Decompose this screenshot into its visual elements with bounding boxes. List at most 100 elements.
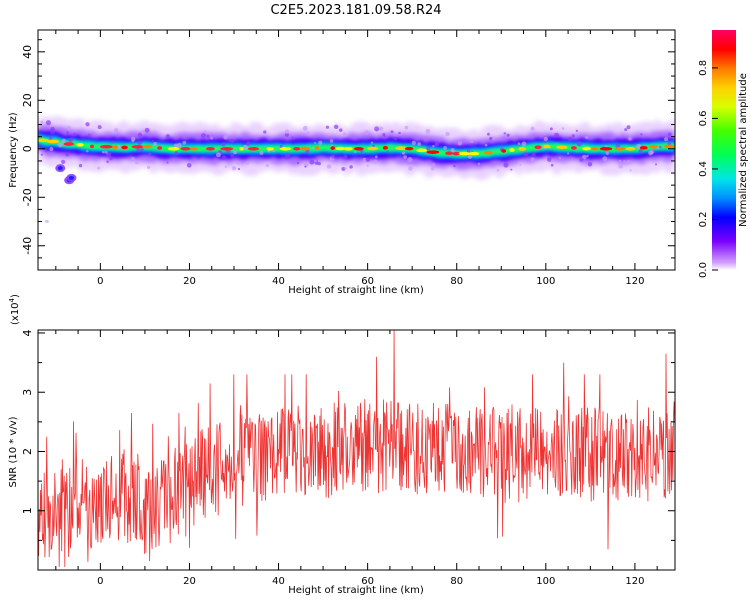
spectrogram-noise (331, 154, 336, 159)
spectrogram-noise (318, 140, 323, 145)
spectrogram-peak (639, 146, 648, 150)
spectrogram-noise (317, 161, 321, 166)
spectrogram-noise (216, 152, 221, 158)
spectrogram-noise (378, 126, 384, 131)
spectrogram-noise (586, 154, 589, 158)
spectrogram-noise (430, 166, 435, 171)
spectrogram-noise (370, 141, 374, 144)
spectrogram-noise (344, 167, 347, 170)
snr-y-label: SNR (10 * v/v) (8, 416, 19, 487)
spectrogram-noise (432, 144, 435, 148)
spectrogram-noise (530, 126, 535, 131)
spectrogram-noise (578, 157, 584, 162)
spectrogram-noise (404, 125, 409, 130)
spectrogram-noise (602, 156, 608, 162)
spectrogram-noise (224, 165, 227, 168)
spectrogram-peak (299, 146, 310, 151)
snr-x-tick-label: 40 (272, 576, 285, 587)
spectrogram-noise (302, 126, 308, 131)
snr-x-label: Height of straight line (km) (288, 585, 424, 596)
spectrogram-peak (556, 145, 568, 150)
spectrogram-peak (112, 145, 119, 149)
spectrogram-noise (279, 144, 283, 149)
spectrogram-noise (165, 134, 171, 139)
colorbar-tick-label: 0.0 (698, 262, 709, 278)
spectrogram-noise (532, 152, 536, 157)
spectrogram-noise (304, 165, 307, 168)
spectrogram-noise (221, 142, 226, 147)
spectrogram-noise (61, 159, 66, 164)
spectrogram-noise (147, 152, 152, 156)
spectrogram-noise (140, 147, 144, 152)
spectrogram-noise (66, 131, 70, 135)
spectrogram-outlier (44, 220, 49, 224)
spectrogram-noise (431, 163, 436, 167)
spectrogram-noise (246, 141, 251, 146)
spectrogram-noise (469, 142, 474, 146)
colorbar-tick-label: 0.2 (698, 212, 709, 228)
spectrogram-panel: 0 20 40 60 80 100 120 -40 -20 0 20 40 Height of str… (8, 29, 676, 296)
spectrogram-peak (247, 146, 259, 151)
spectrogram-peak (445, 151, 454, 156)
spectrogram-noise (618, 164, 623, 169)
spectrogram-noise (503, 132, 506, 135)
spectrogram-noise (382, 133, 386, 137)
spectrogram-noise (496, 168, 500, 172)
spectrogram-noise (136, 148, 141, 153)
spectrogram-peak (664, 144, 675, 149)
spectrogram-noise (503, 162, 509, 168)
spectrogram-noise (342, 132, 347, 137)
spectrogram-peak (90, 144, 95, 149)
spectrogram-peak (582, 146, 591, 151)
spectrogram-peak (534, 145, 542, 150)
spectrogram-noise (510, 168, 513, 171)
spectrogram-peak (543, 144, 551, 149)
spectrogram-peak (343, 146, 353, 151)
spectrogram-peak (509, 148, 515, 152)
spectrogram-band-5 (38, 137, 675, 156)
spectrogram-noise (104, 150, 108, 154)
spectrogram-noise (354, 150, 357, 154)
spectrogram-noise (130, 157, 135, 162)
spectrogram-noise (640, 133, 643, 136)
spectrogram-noise (174, 151, 179, 155)
spectrogram-axes: 0 20 40 60 80 100 120 -40 -20 0 20 40 (21, 30, 675, 287)
spectrogram-outlier-core (68, 175, 74, 180)
spectrogram-noise (453, 164, 456, 168)
colorbar-tick-label: 0.8 (698, 60, 709, 76)
spectrogram-noise (457, 140, 463, 146)
spectrogram-noise (221, 155, 227, 161)
spectrogram-peak (220, 146, 234, 151)
spectrogram-noise (585, 135, 589, 139)
spectrogram-noise (40, 153, 44, 156)
spectrogram-noise (517, 142, 521, 145)
spectrogram-noise (49, 128, 55, 135)
spectrogram-noise (401, 151, 406, 155)
colorbar-tick-label: 0.6 (698, 110, 709, 126)
spectrogram-noise (629, 169, 632, 172)
spectrogram-x-tick-label: 100 (536, 276, 555, 287)
spectrogram-noise (403, 155, 408, 159)
colorbar-tick-label: 0.4 (698, 161, 709, 177)
spectrogram-x-tick-label: 80 (450, 276, 463, 287)
spectrogram-noise (360, 149, 364, 153)
spectrogram-peak (649, 144, 658, 149)
spectrogram-noise (49, 147, 54, 151)
spectrogram-y-tick-label: -20 (21, 188, 34, 206)
spectrogram-noise (467, 154, 473, 159)
spectrogram-noise (97, 125, 102, 130)
snr-x-tick-label: 120 (625, 576, 644, 587)
spectrogram-noise (624, 128, 628, 132)
spectrogram-noise (489, 137, 493, 141)
spectrogram-outlier-core (57, 166, 63, 171)
spectrogram-noise (263, 130, 267, 134)
spectrogram-noise (521, 141, 527, 147)
spectrogram-peak (157, 146, 163, 150)
spectrogram-noise (49, 136, 53, 140)
spectrogram-noise (313, 159, 318, 163)
spectrogram-noise (309, 159, 315, 165)
spectrogram-peak (330, 146, 335, 150)
spectrogram-peak (335, 146, 346, 151)
spectrogram-peak (314, 146, 320, 150)
